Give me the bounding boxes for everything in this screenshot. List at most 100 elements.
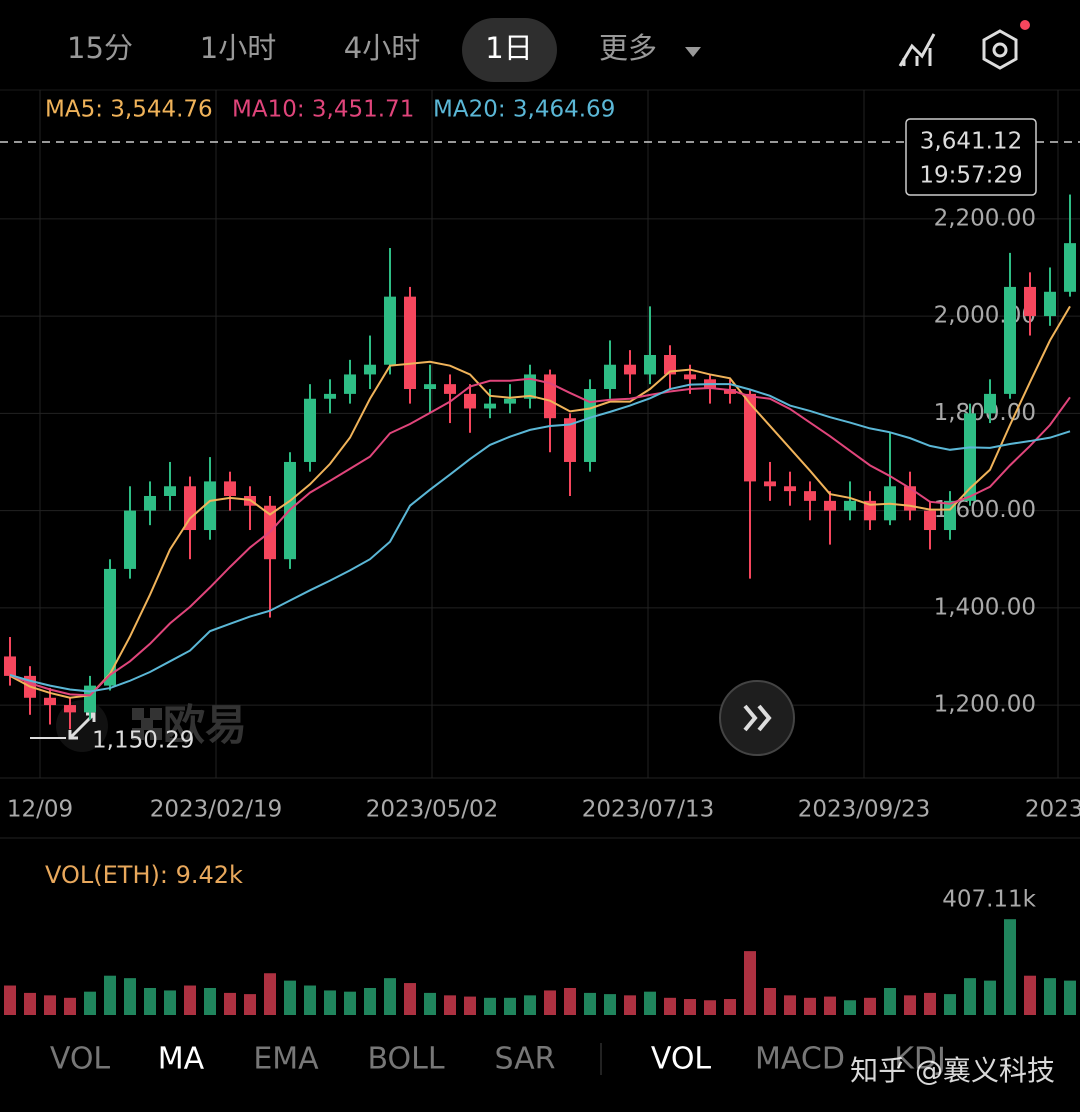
candle-body: [424, 384, 436, 390]
indicator-tab[interactable]: EMA: [253, 1042, 319, 1077]
indicator-tab[interactable]: BOLL: [367, 1042, 444, 1077]
timeframe-tab[interactable]: 更多: [599, 31, 657, 65]
candle-body: [144, 495, 156, 511]
timeframe-tab[interactable]: 4小时: [344, 31, 420, 65]
x-tick-label: 2023/02/19: [150, 797, 283, 823]
candle-body: [444, 384, 456, 394]
indicator-tab[interactable]: MACD: [755, 1042, 845, 1077]
volume-bar: [624, 995, 636, 1015]
volume-bar: [944, 994, 956, 1015]
candle-body: [844, 500, 856, 511]
chart-type-icon[interactable]: [898, 33, 936, 67]
volume-bar: [124, 978, 136, 1015]
volume-bar: [1064, 980, 1076, 1015]
volume-bar: [344, 991, 356, 1015]
timeframe-tab[interactable]: 1日: [485, 31, 532, 65]
volume-bar: [844, 1000, 856, 1015]
legend-entry: MA20: 3,464.69: [433, 97, 615, 123]
candle-body: [784, 486, 796, 492]
x-tick-label: 2023/: [1025, 797, 1080, 823]
volume-bar: [564, 987, 576, 1015]
volume-bar: [24, 992, 36, 1015]
candle-body: [724, 389, 736, 394]
volume-bar: [304, 985, 316, 1015]
candle-body: [384, 296, 396, 365]
indicator-tab[interactable]: KDJ: [894, 1042, 946, 1077]
x-tick-label: 2023/09/23: [798, 797, 931, 823]
volume-bar: [104, 975, 116, 1015]
volume-bar: [184, 985, 196, 1015]
candle-body: [564, 418, 576, 462]
volume-bar: [4, 985, 16, 1015]
candle-body: [44, 697, 56, 706]
candle-body: [404, 296, 416, 390]
volume-bar: [804, 997, 816, 1015]
volume-bar: [784, 995, 796, 1015]
candle-body: [224, 481, 236, 496]
volume-bar: [84, 991, 96, 1015]
candle-body: [984, 393, 996, 414]
candle-body: [184, 486, 196, 531]
candle-body: [664, 354, 676, 375]
indicator-tab[interactable]: VOL: [651, 1042, 712, 1077]
candle-body: [624, 364, 636, 375]
candle-body: [924, 510, 936, 531]
volume-bar: [224, 992, 236, 1015]
volume-bar: [484, 997, 496, 1015]
indicator-tab[interactable]: SAR: [495, 1042, 556, 1077]
legend-entry: MA5: 3,544.76: [45, 97, 213, 123]
volume-bar: [824, 996, 836, 1015]
volume-bar: [964, 978, 976, 1015]
candle-body: [804, 491, 816, 501]
x-tick-label: 12/09: [7, 797, 73, 823]
low-label: 1,150.29: [92, 728, 194, 754]
volume-bar: [404, 983, 416, 1015]
volume-bar: [144, 987, 156, 1015]
candle-body: [164, 486, 176, 496]
volume-bar: [644, 991, 656, 1015]
volume-bar: [504, 997, 516, 1015]
logo-mark: [132, 708, 162, 740]
y-tick-label: 2,200.00: [934, 205, 1036, 231]
indicator-tab[interactable]: MA: [158, 1042, 205, 1077]
timeframe-tab[interactable]: 1小时: [200, 31, 276, 65]
legend-entry: MA10: 3,451.71: [232, 97, 414, 123]
candle-body: [744, 393, 756, 482]
candle-body: [944, 500, 956, 531]
volume-bar: [44, 995, 56, 1015]
ma-line: [9, 383, 1071, 693]
timeframe-tab[interactable]: 15分: [67, 31, 133, 65]
volume-bar: [604, 994, 616, 1015]
volume-bar: [364, 987, 376, 1015]
candle-body: [124, 510, 136, 569]
scroll-latest-button[interactable]: [719, 680, 795, 756]
crosshair-time: 19:57:29: [919, 163, 1022, 189]
crosshair-box: [905, 118, 1037, 196]
volume-bar: [924, 992, 936, 1015]
volume-bar: [1024, 975, 1036, 1015]
candle-body: [1004, 286, 1016, 394]
volume-bar: [64, 997, 76, 1015]
candle-body: [604, 364, 616, 390]
candle-body: [4, 656, 16, 676]
volume-bar: [684, 999, 696, 1015]
volume-bar: [164, 990, 176, 1015]
volume-bar: [524, 995, 536, 1015]
x-tick-label: 2023/05/02: [366, 797, 499, 823]
y-tick-label: 1,200.00: [934, 692, 1036, 718]
watermark: 知乎 @襄义科技: [850, 1054, 1055, 1087]
candle-body: [104, 568, 116, 686]
settings-icon[interactable]: [982, 20, 1030, 70]
candle-body: [504, 398, 516, 404]
x-tick-label: 2023/07/13: [582, 797, 715, 823]
volume-bar: [324, 990, 336, 1015]
volume-bar: [724, 999, 736, 1015]
volume-bar: [424, 992, 436, 1015]
indicator-tab[interactable]: VOL: [50, 1042, 111, 1077]
volume-title: VOL(ETH): 9.42k: [45, 861, 243, 889]
candle-body: [304, 398, 316, 462]
volume-bar: [884, 987, 896, 1015]
crosshair-price: 3,641.12: [920, 129, 1022, 155]
volume-tick-label: 407.11k: [942, 887, 1036, 913]
